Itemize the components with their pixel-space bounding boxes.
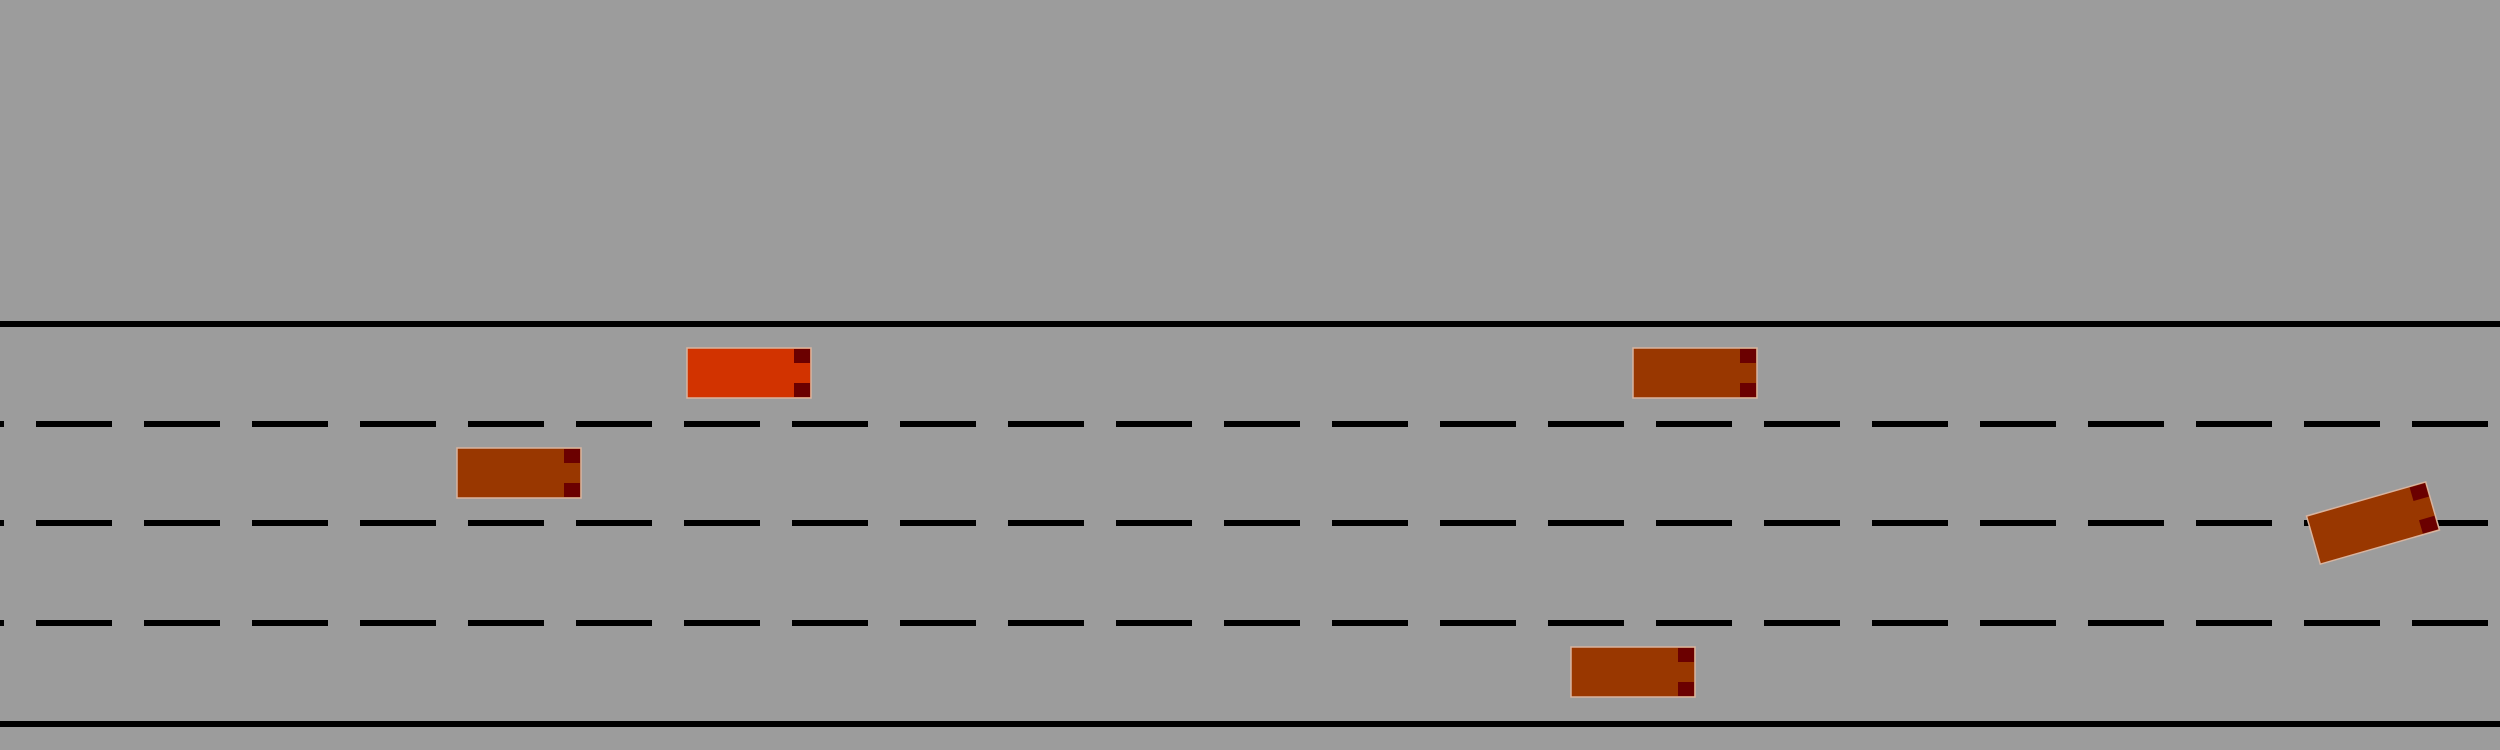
headlight-right xyxy=(564,483,580,497)
headlight-left xyxy=(794,349,810,363)
headlight-left xyxy=(564,449,580,463)
vehicle-body xyxy=(686,347,812,399)
vehicle-body xyxy=(1632,347,1758,399)
vehicle-lane1-ahead xyxy=(1632,347,1758,399)
road-markings xyxy=(0,321,2500,727)
headlight-right xyxy=(1678,682,1694,696)
vehicle-lane3-changing xyxy=(2305,480,2441,566)
vehicle-body xyxy=(456,447,582,499)
headlight-left xyxy=(1740,349,1756,363)
vehicle-body xyxy=(1570,646,1696,698)
headlight-left xyxy=(2409,483,2429,501)
vehicle-body xyxy=(2305,480,2441,566)
vehicle-lane2 xyxy=(456,447,582,499)
headlight-left xyxy=(1678,648,1694,662)
headlight-right xyxy=(794,383,810,397)
headlight-right xyxy=(1740,383,1756,397)
ego-vehicle xyxy=(686,347,812,399)
headlight-right xyxy=(2419,515,2439,534)
vehicle-lane4 xyxy=(1570,646,1696,698)
